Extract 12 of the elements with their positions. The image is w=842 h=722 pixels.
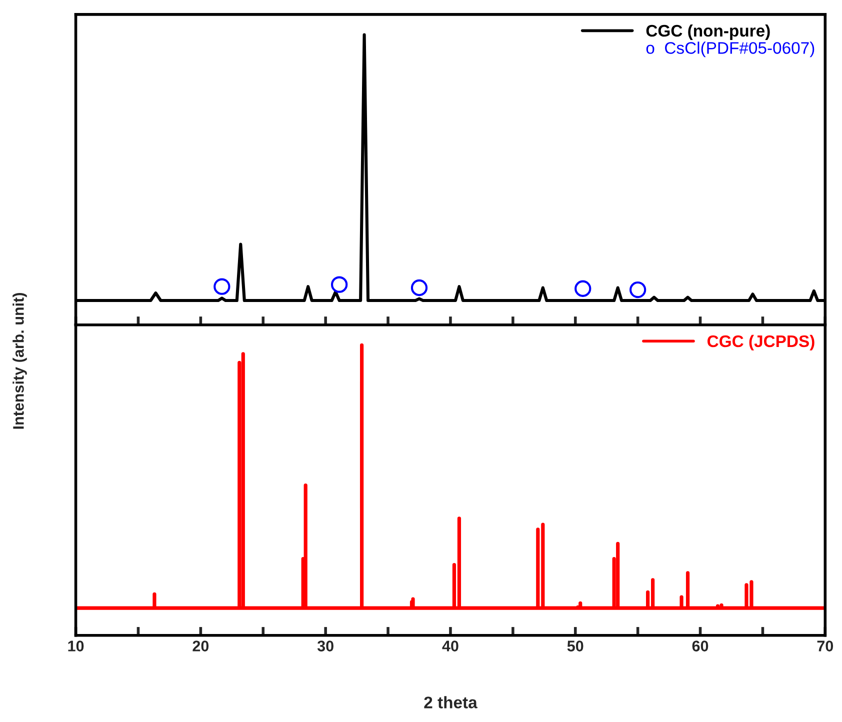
x-tick-label: 30 [317,640,334,652]
y-axis-title: Intensity (arb. unit) [12,293,27,429]
x-tick-label: 10 [68,640,84,652]
x-tick-label: 50 [567,640,584,652]
x-axis-title: 2 theta [424,696,478,708]
x-tick-label: 40 [442,640,458,652]
legend-label: CGC (non-pure) [646,24,770,40]
legend-label: CGC (JCPDS) [708,334,814,350]
x-tick-label: 20 [192,640,209,652]
text: o CsCl(PDF#05-0607) [646,42,814,58]
x-tick-label: 70 [817,640,834,652]
x-tick-label: 60 [692,640,708,652]
